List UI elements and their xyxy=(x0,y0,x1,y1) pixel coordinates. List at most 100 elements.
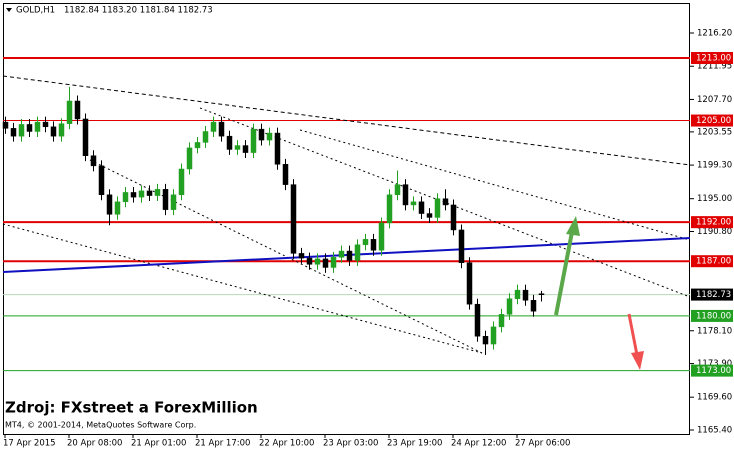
candle-body xyxy=(282,164,289,185)
candle-body xyxy=(202,131,209,143)
candle-body xyxy=(130,192,137,198)
candle-body xyxy=(218,121,225,137)
candle-body xyxy=(458,229,465,264)
candle-body xyxy=(362,239,369,246)
y-tick-label: 1173.90 xyxy=(697,359,732,369)
watermark: Zdroj: FXstreet a ForexMillion xyxy=(5,399,258,417)
candle-body xyxy=(346,250,353,261)
candle-body xyxy=(226,135,233,150)
candle-body xyxy=(66,100,73,124)
copyright: MT4, © 2001-2014, MetaQuotes Software Co… xyxy=(5,421,196,430)
x-tick-label: 20 Apr 08:00 xyxy=(67,439,122,449)
candle-body xyxy=(18,124,25,137)
level-label-bg xyxy=(691,216,733,229)
y-tick-label: 1211.95 xyxy=(697,62,732,72)
x-tick-label: 22 Apr 10:00 xyxy=(259,439,314,449)
y-tick-label: 1207.70 xyxy=(697,95,732,105)
candle-body xyxy=(298,253,305,259)
level-label-bg xyxy=(691,309,733,322)
arrow-head xyxy=(631,351,644,370)
candle-body xyxy=(394,184,401,196)
candle-body xyxy=(274,132,281,165)
candle-body xyxy=(474,303,481,337)
candle-body xyxy=(210,121,217,132)
x-tick-label: 21 Apr 01:00 xyxy=(131,439,186,449)
candle-body xyxy=(122,192,129,203)
x-tick-label: 21 Apr 17:00 xyxy=(195,439,250,449)
candle-body xyxy=(522,289,529,301)
candle-body xyxy=(538,293,545,295)
candle-body xyxy=(178,168,185,196)
level-label: 1182.73 xyxy=(696,290,731,300)
candle-body xyxy=(506,298,513,315)
candle-body xyxy=(266,132,273,141)
y-tick-label: 1216.20 xyxy=(697,29,732,39)
candle-body xyxy=(370,239,377,251)
y-tick-label: 1195.00 xyxy=(697,194,732,204)
trend-line xyxy=(2,75,691,166)
candle-body xyxy=(442,198,449,206)
candle-body xyxy=(434,198,441,218)
candle-body xyxy=(530,300,537,312)
menu-triangle[interactable] xyxy=(6,8,12,12)
candle-body xyxy=(170,194,177,210)
candle-body xyxy=(34,121,41,132)
arrow-up xyxy=(554,231,574,316)
level-label-bg xyxy=(691,255,733,268)
x-tick-label: 24 Apr 12:00 xyxy=(451,439,506,449)
candle-body xyxy=(482,335,489,345)
plot-frame xyxy=(3,3,690,435)
y-tick-label: 1178.10 xyxy=(697,326,732,336)
candle-body xyxy=(410,201,417,206)
candle-body xyxy=(114,201,121,215)
candle-body xyxy=(290,184,297,254)
trend-line xyxy=(2,237,691,273)
candle-body xyxy=(234,145,241,150)
x-tick-label: 23 Apr 19:00 xyxy=(387,439,442,449)
candle-body xyxy=(402,184,409,206)
candle-body xyxy=(426,213,433,218)
level-label: 1180.00 xyxy=(696,311,731,321)
candle-body xyxy=(98,165,105,196)
candle-body xyxy=(42,121,49,128)
ohlc: 1182.84 1183.20 1181.84 1182.73 xyxy=(64,6,213,16)
arrows xyxy=(554,216,644,370)
arrow-down xyxy=(627,313,639,356)
candle-body xyxy=(2,121,9,129)
candle-body xyxy=(258,128,265,141)
level-label: 1187.00 xyxy=(696,257,731,267)
candle-body xyxy=(514,289,521,299)
level-label-bg xyxy=(691,114,733,127)
candle-body xyxy=(146,190,153,196)
candle-body xyxy=(354,244,361,261)
level-label-bg xyxy=(691,364,733,377)
candle-body xyxy=(322,258,329,268)
candle-body xyxy=(242,145,249,153)
y-tick-label: 1169.60 xyxy=(697,393,732,403)
candle-body xyxy=(186,147,193,170)
candle-body xyxy=(306,257,313,265)
level-label: 1192.00 xyxy=(696,218,731,228)
symbol: GOLD,H1 xyxy=(16,6,55,16)
candle-body xyxy=(106,194,113,215)
x-tick-label: 17 Apr 2015 xyxy=(3,439,56,449)
candle-body xyxy=(50,126,57,137)
candle-body xyxy=(194,142,201,149)
candle-body xyxy=(26,124,33,132)
candle-body xyxy=(498,314,505,328)
candle-body xyxy=(330,257,337,268)
candle-body xyxy=(314,258,321,265)
y-tick-label: 1190.80 xyxy=(697,227,732,237)
candle-body xyxy=(10,128,17,137)
trend-lines xyxy=(2,75,691,354)
candle-body xyxy=(74,100,81,120)
candle-body xyxy=(338,250,345,258)
y-tick-label: 1203.55 xyxy=(697,127,732,137)
x-tick-label: 23 Apr 03:00 xyxy=(323,439,378,449)
candle-body xyxy=(450,204,457,231)
level-label: 1213.00 xyxy=(696,54,731,64)
candle-body xyxy=(386,194,393,224)
candle-body xyxy=(250,128,257,153)
level-label-bg xyxy=(691,288,733,301)
